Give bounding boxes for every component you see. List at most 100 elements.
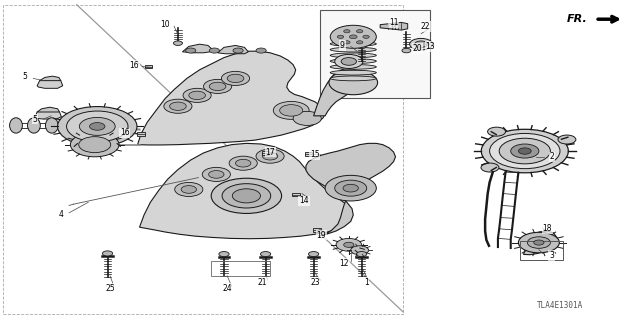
Polygon shape [524,231,557,255]
Bar [320,10,430,98]
Text: 12: 12 [340,259,349,268]
Circle shape [233,48,243,53]
Polygon shape [314,68,362,116]
Circle shape [335,180,367,196]
Circle shape [402,48,411,53]
Ellipse shape [10,118,22,133]
Polygon shape [218,45,248,54]
Circle shape [256,149,284,163]
Polygon shape [140,143,352,239]
Circle shape [293,111,321,125]
Circle shape [481,129,568,173]
Ellipse shape [330,42,376,46]
Circle shape [527,237,550,248]
Text: 2: 2 [549,152,554,161]
Circle shape [173,41,182,45]
Circle shape [488,127,506,136]
Text: 13: 13 [425,42,435,51]
Circle shape [202,167,230,181]
Circle shape [273,101,309,119]
Ellipse shape [330,65,376,69]
Text: 5: 5 [33,115,38,124]
Circle shape [343,184,358,192]
Circle shape [189,91,205,100]
Ellipse shape [330,47,376,52]
Circle shape [256,48,266,53]
Text: 5: 5 [22,72,27,81]
Circle shape [344,242,354,247]
Bar [262,151,269,155]
Text: TLA4E1301A: TLA4E1301A [537,301,583,310]
Text: 9: 9 [340,41,345,50]
Bar [305,152,312,156]
Circle shape [79,117,115,135]
Text: 20: 20 [412,44,422,53]
Circle shape [183,88,211,102]
Circle shape [341,58,356,65]
Circle shape [330,25,376,48]
Circle shape [222,184,271,208]
Circle shape [209,48,220,53]
Circle shape [415,41,428,47]
Text: 17: 17 [265,148,275,156]
Polygon shape [380,22,408,30]
Circle shape [481,163,499,172]
Circle shape [232,189,260,203]
Text: 19: 19 [316,231,326,240]
Text: 1: 1 [364,278,369,287]
Circle shape [236,159,251,167]
Ellipse shape [45,118,58,133]
Text: 4: 4 [58,210,63,219]
Circle shape [102,251,113,256]
Circle shape [164,99,192,113]
Polygon shape [40,76,61,84]
Bar [520,241,563,260]
Circle shape [280,105,303,116]
Bar [292,193,300,196]
Circle shape [357,44,366,49]
Polygon shape [37,81,63,88]
Circle shape [349,35,357,39]
Circle shape [499,138,550,164]
Circle shape [227,74,244,83]
Text: 24: 24 [222,284,232,293]
Circle shape [335,54,363,68]
Text: 3: 3 [549,251,554,260]
Circle shape [186,48,196,53]
Bar [313,228,321,232]
Circle shape [356,252,367,257]
Bar [211,261,270,276]
Circle shape [219,252,229,257]
Text: 11: 11 [389,18,398,27]
Circle shape [262,152,278,160]
Ellipse shape [330,53,376,58]
Circle shape [221,71,250,85]
Circle shape [204,79,232,93]
Ellipse shape [81,118,94,133]
Text: 15: 15 [310,150,320,159]
Circle shape [325,175,376,201]
Circle shape [511,144,539,158]
Circle shape [209,82,226,91]
Circle shape [67,111,128,142]
Circle shape [175,182,203,196]
Circle shape [363,35,369,38]
Text: 10: 10 [160,20,170,28]
Circle shape [90,123,105,130]
Circle shape [209,171,224,178]
Text: 21: 21 [258,278,267,287]
Circle shape [181,186,196,193]
Circle shape [534,240,544,245]
Text: 23: 23 [310,278,320,287]
Text: 16: 16 [120,128,130,137]
Circle shape [558,135,576,144]
Circle shape [170,102,186,110]
Bar [137,132,145,136]
Ellipse shape [330,59,376,64]
Ellipse shape [330,70,376,75]
Circle shape [518,148,531,154]
Circle shape [344,30,350,33]
Circle shape [229,156,257,170]
Polygon shape [138,51,325,145]
Circle shape [79,137,111,153]
